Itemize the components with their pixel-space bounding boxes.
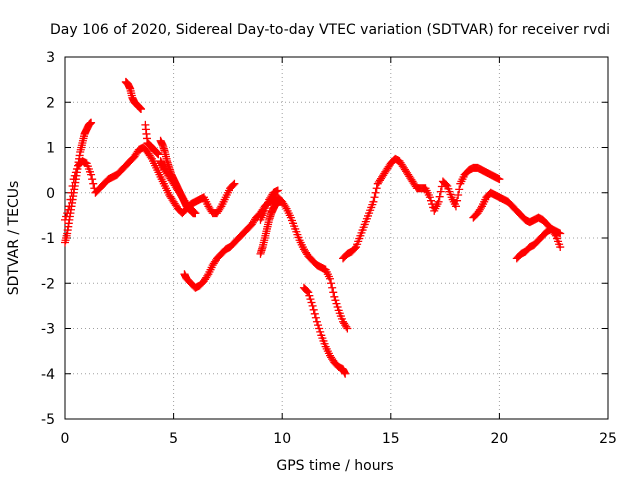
data-point bbox=[63, 209, 72, 218]
data-point bbox=[87, 170, 96, 179]
data-point bbox=[71, 168, 80, 177]
data-point bbox=[312, 317, 321, 326]
data-point bbox=[305, 291, 314, 300]
data-point bbox=[61, 215, 69, 224]
data-point bbox=[309, 305, 318, 314]
data-point bbox=[311, 313, 320, 322]
data-point bbox=[333, 303, 342, 312]
data-point bbox=[434, 197, 443, 206]
data-point bbox=[306, 295, 315, 304]
data-point bbox=[425, 193, 434, 202]
data-point bbox=[87, 118, 96, 127]
y-tick-label: -3 bbox=[41, 322, 55, 338]
data-point bbox=[495, 175, 504, 184]
grid-lines bbox=[65, 57, 608, 419]
x-tick-label: 15 bbox=[382, 431, 400, 447]
data-point bbox=[328, 283, 337, 292]
data-point bbox=[453, 196, 462, 205]
y-axis-label: SDTVAR / TECUs bbox=[6, 181, 22, 296]
data-point bbox=[316, 327, 325, 336]
data-point bbox=[369, 197, 378, 206]
chart-title: Day 106 of 2020, Sidereal Day-to-day VTE… bbox=[50, 22, 610, 38]
data-point bbox=[307, 298, 316, 307]
data-point bbox=[62, 212, 71, 221]
data-point bbox=[308, 301, 317, 310]
y-tick-label: 1 bbox=[46, 141, 55, 157]
data-point bbox=[276, 197, 285, 206]
data-point bbox=[342, 322, 351, 331]
data-point bbox=[454, 191, 463, 200]
data-point bbox=[67, 188, 76, 197]
data-point bbox=[303, 287, 312, 296]
y-tick-label: 2 bbox=[46, 95, 55, 111]
data-points bbox=[61, 77, 565, 378]
data-point bbox=[314, 321, 323, 330]
data-point bbox=[72, 164, 81, 173]
data-point bbox=[372, 184, 381, 193]
data-point bbox=[229, 180, 238, 189]
data-point bbox=[455, 185, 464, 194]
data-point bbox=[315, 324, 324, 333]
data-point bbox=[137, 105, 146, 114]
data-point bbox=[154, 150, 163, 159]
data-point bbox=[70, 171, 79, 180]
data-point bbox=[426, 196, 435, 205]
data-point bbox=[325, 274, 334, 283]
data-point bbox=[68, 181, 77, 190]
data-point bbox=[556, 243, 565, 252]
data-point bbox=[89, 179, 98, 188]
data-point bbox=[66, 195, 75, 204]
data-point bbox=[330, 292, 339, 301]
data-point bbox=[329, 288, 338, 297]
y-tick-label: -1 bbox=[41, 231, 55, 247]
data-point bbox=[327, 279, 336, 288]
data-point bbox=[64, 205, 73, 214]
data-point bbox=[304, 288, 313, 297]
data-point bbox=[332, 299, 341, 308]
data-point bbox=[230, 179, 239, 188]
y-tick-label: -2 bbox=[41, 276, 55, 292]
y-tick-label: -5 bbox=[41, 412, 55, 428]
data-point bbox=[310, 309, 319, 318]
data-point bbox=[331, 296, 340, 305]
y-tick-label: -4 bbox=[41, 367, 55, 383]
data-point bbox=[435, 192, 444, 201]
data-point bbox=[343, 324, 352, 333]
data-point bbox=[69, 175, 78, 184]
data-point bbox=[191, 209, 200, 218]
x-axis-label: GPS time / hours bbox=[276, 458, 393, 474]
y-tick-label: 3 bbox=[46, 50, 55, 66]
y-tick-label: 0 bbox=[46, 186, 55, 202]
data-point bbox=[550, 230, 559, 239]
data-point bbox=[451, 202, 460, 211]
data-point bbox=[341, 369, 350, 378]
x-tick-label: 20 bbox=[490, 431, 508, 447]
data-point bbox=[436, 187, 445, 196]
x-tick-label: 0 bbox=[61, 431, 70, 447]
x-tick-label: 25 bbox=[599, 431, 617, 447]
data-point bbox=[273, 186, 282, 195]
x-tick-label: 5 bbox=[169, 431, 178, 447]
x-tick-label: 10 bbox=[273, 431, 291, 447]
data-point bbox=[65, 202, 74, 211]
data-point bbox=[190, 207, 199, 216]
data-point bbox=[370, 193, 379, 202]
data-point bbox=[371, 188, 380, 197]
data-point bbox=[88, 175, 97, 184]
